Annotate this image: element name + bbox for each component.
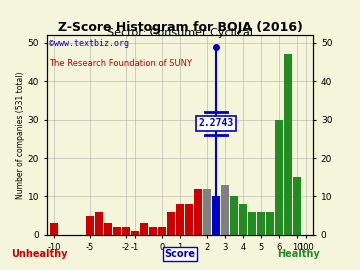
Text: Healthy: Healthy (278, 249, 320, 259)
Bar (167, 212, 175, 235)
Bar (266, 212, 274, 235)
Text: The Research Foundation of SUNY: The Research Foundation of SUNY (49, 59, 193, 68)
Bar (257, 212, 265, 235)
Text: Unhealthy: Unhealthy (12, 249, 68, 259)
Bar (158, 227, 166, 235)
Title: Z-Score Histogram for BOJA (2016): Z-Score Histogram for BOJA (2016) (58, 21, 302, 34)
Bar (248, 212, 256, 235)
Bar (113, 227, 121, 235)
Bar (176, 204, 184, 235)
Text: ©www.textbiz.org: ©www.textbiz.org (49, 39, 130, 48)
Bar (86, 216, 94, 235)
Bar (284, 54, 292, 235)
Bar (95, 212, 103, 235)
Bar (50, 223, 58, 235)
Bar (203, 189, 211, 235)
Bar (149, 227, 157, 235)
Bar (230, 197, 238, 235)
Bar (104, 223, 112, 235)
Bar (140, 223, 148, 235)
Bar (221, 185, 229, 235)
Bar (194, 189, 202, 235)
Y-axis label: Number of companies (531 total): Number of companies (531 total) (16, 71, 25, 199)
Text: 2.2743: 2.2743 (198, 119, 234, 129)
Bar (122, 227, 130, 235)
Bar (293, 177, 301, 235)
Text: Sector: Consumer Cyclical: Sector: Consumer Cyclical (107, 28, 253, 38)
Bar (239, 204, 247, 235)
Bar (185, 204, 193, 235)
Bar (212, 197, 220, 235)
Bar (131, 231, 139, 235)
Bar (275, 120, 283, 235)
Text: Score: Score (165, 249, 195, 259)
